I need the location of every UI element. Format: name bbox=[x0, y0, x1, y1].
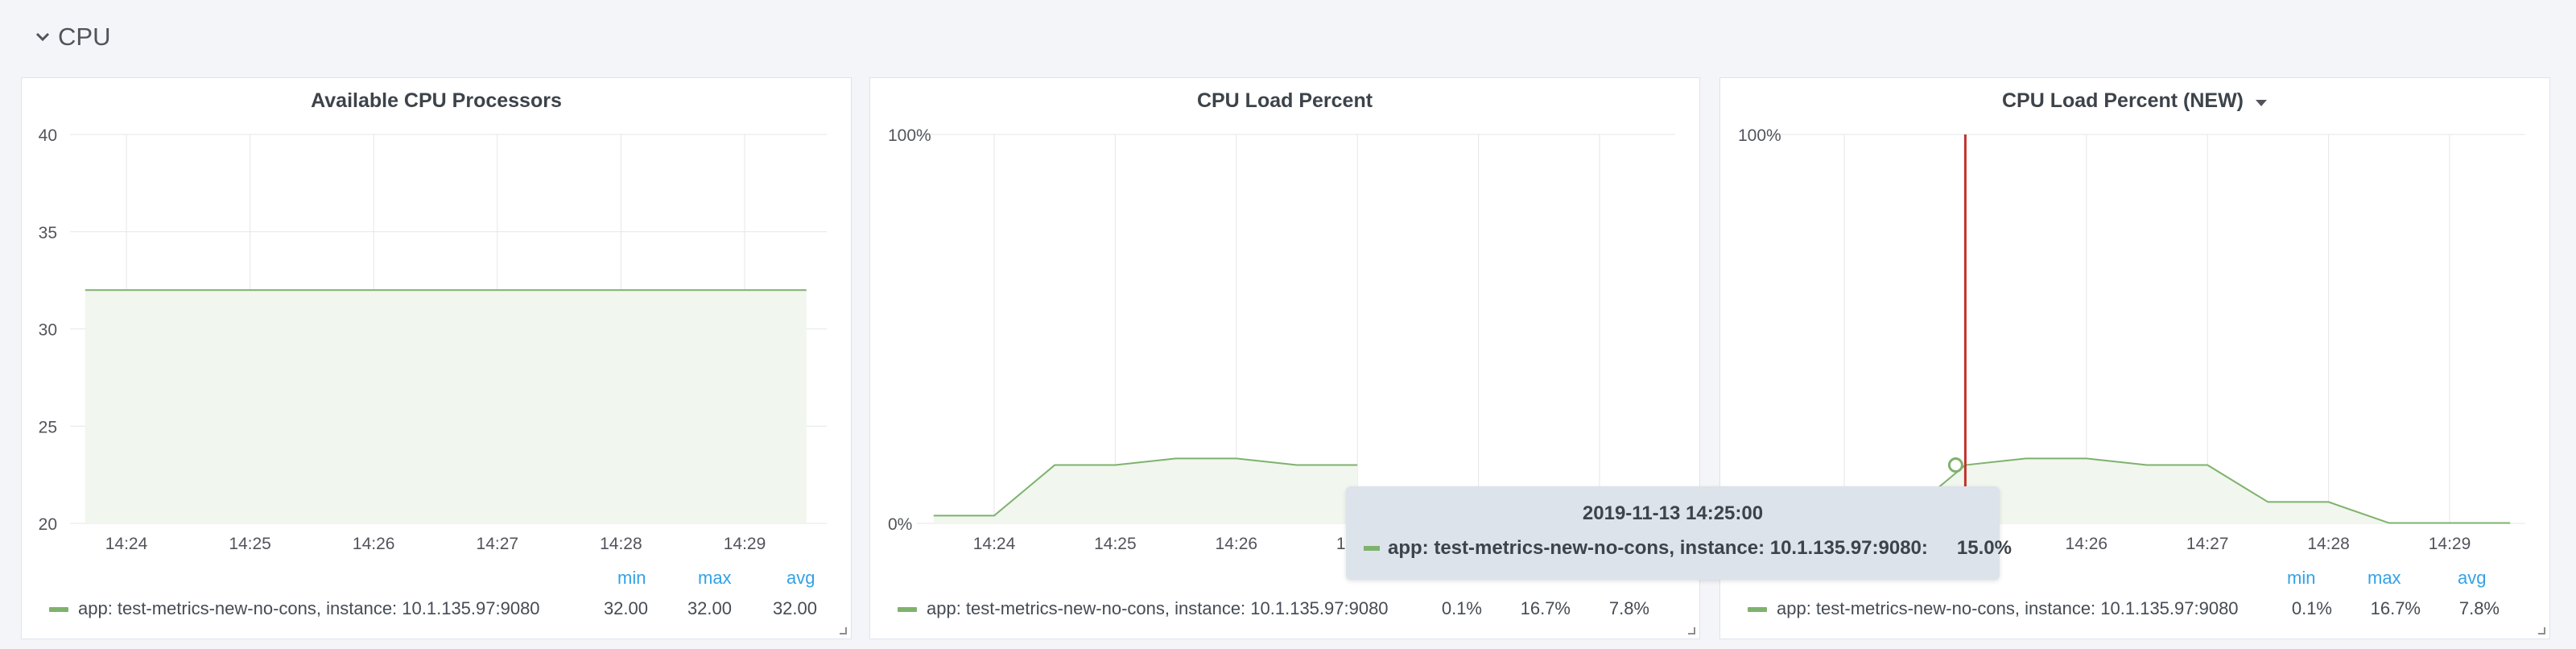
series-area bbox=[85, 290, 807, 523]
hover-tooltip: 2019-11-13 14:25:00 app: test-metrics-ne… bbox=[1346, 486, 2012, 580]
caret-down-icon[interactable] bbox=[2255, 89, 2268, 113]
legend-series-name[interactable]: app: test-metrics-new-no-cons, instance:… bbox=[1777, 598, 2239, 618]
x-tick-label: 14:27 bbox=[477, 535, 519, 553]
tooltip-time: 2019-11-13 14:25:00 bbox=[1582, 502, 1764, 524]
x-tick-label: 14:25 bbox=[229, 535, 271, 553]
legend-header-avg[interactable]: avg bbox=[786, 568, 815, 588]
y-tick-label: 30 bbox=[39, 321, 57, 340]
panel-available-cpu-processors[interactable]: Available CPU Processors 20 25 30 35 40 14:24… bbox=[21, 77, 852, 639]
legend-header-min[interactable]: min bbox=[2287, 568, 2316, 588]
series-swatch[interactable] bbox=[898, 607, 917, 612]
legend-header-max[interactable]: max bbox=[698, 568, 732, 588]
resize-handle-icon[interactable] bbox=[2537, 626, 2546, 635]
legend-min-value: 0.1% bbox=[1441, 598, 1482, 618]
x-tick-label: 14:26 bbox=[1216, 535, 1258, 553]
x-tick-label: 14:24 bbox=[105, 535, 148, 553]
chevron-down-icon[interactable] bbox=[31, 25, 55, 49]
panel-title[interactable]: CPU Load Percent bbox=[1196, 89, 1373, 112]
legend-min-value: 0.1% bbox=[2291, 598, 2332, 618]
x-tick-label: 14:27 bbox=[2186, 535, 2229, 553]
y-tick-label: 0% bbox=[888, 515, 912, 534]
y-tick-label: 35 bbox=[39, 224, 57, 242]
y-tick-label: 20 bbox=[39, 515, 57, 534]
y-tick-label: 25 bbox=[39, 418, 57, 436]
series-swatch[interactable] bbox=[1748, 607, 1767, 612]
y-tick-label: 40 bbox=[39, 126, 57, 145]
legend-max-value: 16.7% bbox=[1520, 598, 1571, 618]
series-line bbox=[933, 457, 1358, 517]
series-swatch[interactable] bbox=[49, 607, 68, 612]
legend-item[interactable]: app: test-metrics-new-no-cons, instance:… bbox=[22, 598, 851, 622]
y-tick-label: 100% bbox=[888, 126, 931, 145]
row-header-cpu[interactable]: CPU bbox=[31, 19, 110, 55]
legend-max-value: 32.00 bbox=[687, 598, 732, 618]
legend-series-name[interactable]: app: test-metrics-new-no-cons, instance:… bbox=[78, 598, 540, 618]
panel-title[interactable]: Available CPU Processors bbox=[311, 89, 562, 112]
resize-handle-icon[interactable] bbox=[1686, 626, 1696, 635]
legend-item[interactable]: app: test-metrics-new-no-cons, instance:… bbox=[870, 598, 1699, 622]
x-tick-label: 14:29 bbox=[2429, 535, 2471, 553]
series-swatch bbox=[1364, 546, 1380, 551]
series-area bbox=[933, 458, 1358, 523]
tooltip-series-name: app: test-metrics-new-no-cons, instance:… bbox=[1388, 537, 1928, 559]
legend-avg-value: 7.8% bbox=[2458, 598, 2500, 618]
legend-header-min[interactable]: min bbox=[617, 568, 646, 588]
x-tick-label: 14:28 bbox=[2307, 535, 2350, 553]
x-tick-label: 14:26 bbox=[353, 535, 395, 553]
x-tick-label: 14:26 bbox=[2066, 535, 2108, 553]
legend-min-value: 32.00 bbox=[603, 598, 648, 618]
legend-header-max[interactable]: max bbox=[2368, 568, 2401, 588]
row-title: CPU bbox=[58, 23, 111, 51]
resize-handle-icon[interactable] bbox=[838, 626, 848, 635]
hover-point bbox=[1947, 457, 1963, 473]
legend-max-value: 16.7% bbox=[2370, 598, 2421, 618]
x-tick-label: 14:28 bbox=[600, 535, 642, 553]
legend-avg-value: 7.8% bbox=[1608, 598, 1649, 618]
chart-available-cpu-processors[interactable]: 20 25 30 35 40 14:24 14:25 14:26 14:27 14:28 14:29 bbox=[22, 78, 852, 561]
y-tick-label: 100% bbox=[1738, 126, 1781, 145]
tooltip-value: 15.0% bbox=[1956, 537, 2012, 559]
legend-header-avg[interactable]: avg bbox=[2458, 568, 2487, 588]
x-tick-label: 14:29 bbox=[724, 535, 766, 553]
legend-item[interactable]: app: test-metrics-new-no-cons, instance:… bbox=[1720, 598, 2549, 622]
legend-avg-value: 32.00 bbox=[772, 598, 817, 618]
x-tick-label: 14:25 bbox=[1094, 535, 1137, 553]
x-tick-label: 14:24 bbox=[973, 535, 1016, 553]
panel-title[interactable]: CPU Load Percent (NEW) bbox=[2001, 89, 2244, 112]
legend-series-name[interactable]: app: test-metrics-new-no-cons, instance:… bbox=[927, 598, 1389, 618]
